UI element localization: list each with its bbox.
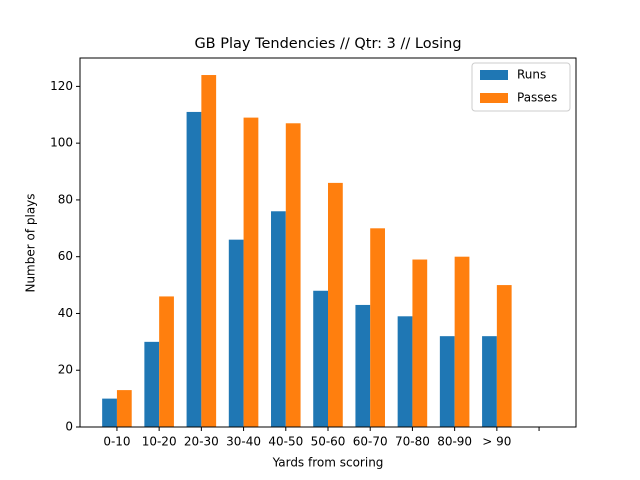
y-tick-label: 60: [58, 249, 73, 263]
y-tick-label: 80: [58, 192, 73, 206]
bar: [201, 75, 217, 428]
plot-frame: [79, 57, 577, 428]
x-tick-label: 10-20: [142, 435, 177, 449]
x-tick-label: 20-30: [184, 435, 219, 449]
y-axis-label: Number of plays: [24, 193, 38, 292]
bar: [116, 390, 132, 427]
bar: [355, 304, 371, 427]
x-tick-label: > 90: [482, 435, 511, 449]
x-tick-label: 70-80: [395, 435, 430, 449]
legend-swatch: [480, 93, 508, 103]
bar: [370, 228, 385, 427]
x-tick-label: 30-40: [226, 435, 261, 449]
bar: [228, 239, 244, 427]
bar: [102, 398, 117, 427]
x-tick-label: 0-10: [103, 435, 130, 449]
x-axis-label: Yards from scoring: [272, 456, 384, 470]
bar: [397, 316, 413, 427]
bar: [285, 123, 301, 428]
bar: [482, 336, 497, 427]
bar: [144, 341, 160, 427]
x-tick-label: 80-90: [437, 435, 472, 449]
bar: [243, 117, 259, 427]
bar: [186, 111, 202, 427]
y-tick-label: 0: [65, 420, 73, 434]
legend-label: Passes: [517, 91, 557, 105]
y-tick-label: 20: [58, 363, 73, 377]
bar: [412, 259, 428, 427]
bar: [313, 290, 328, 427]
x-tick-label: 40-50: [268, 435, 303, 449]
bar: [328, 182, 343, 427]
bar: [271, 211, 286, 427]
bar: [454, 256, 470, 427]
x-tick-label: 60-70: [353, 435, 388, 449]
y-tick-label: 100: [50, 136, 73, 150]
y-tick-label: 40: [58, 306, 73, 320]
legend-swatch: [480, 70, 508, 80]
bar: [159, 296, 174, 427]
chart-title: GB Play Tendencies // Qtr: 3 // Losing: [194, 36, 461, 52]
bar: [439, 336, 455, 427]
x-tick-label: 50-60: [311, 435, 346, 449]
bar: [496, 285, 512, 427]
legend-label: Runs: [517, 68, 546, 82]
y-tick-label: 120: [50, 79, 73, 93]
